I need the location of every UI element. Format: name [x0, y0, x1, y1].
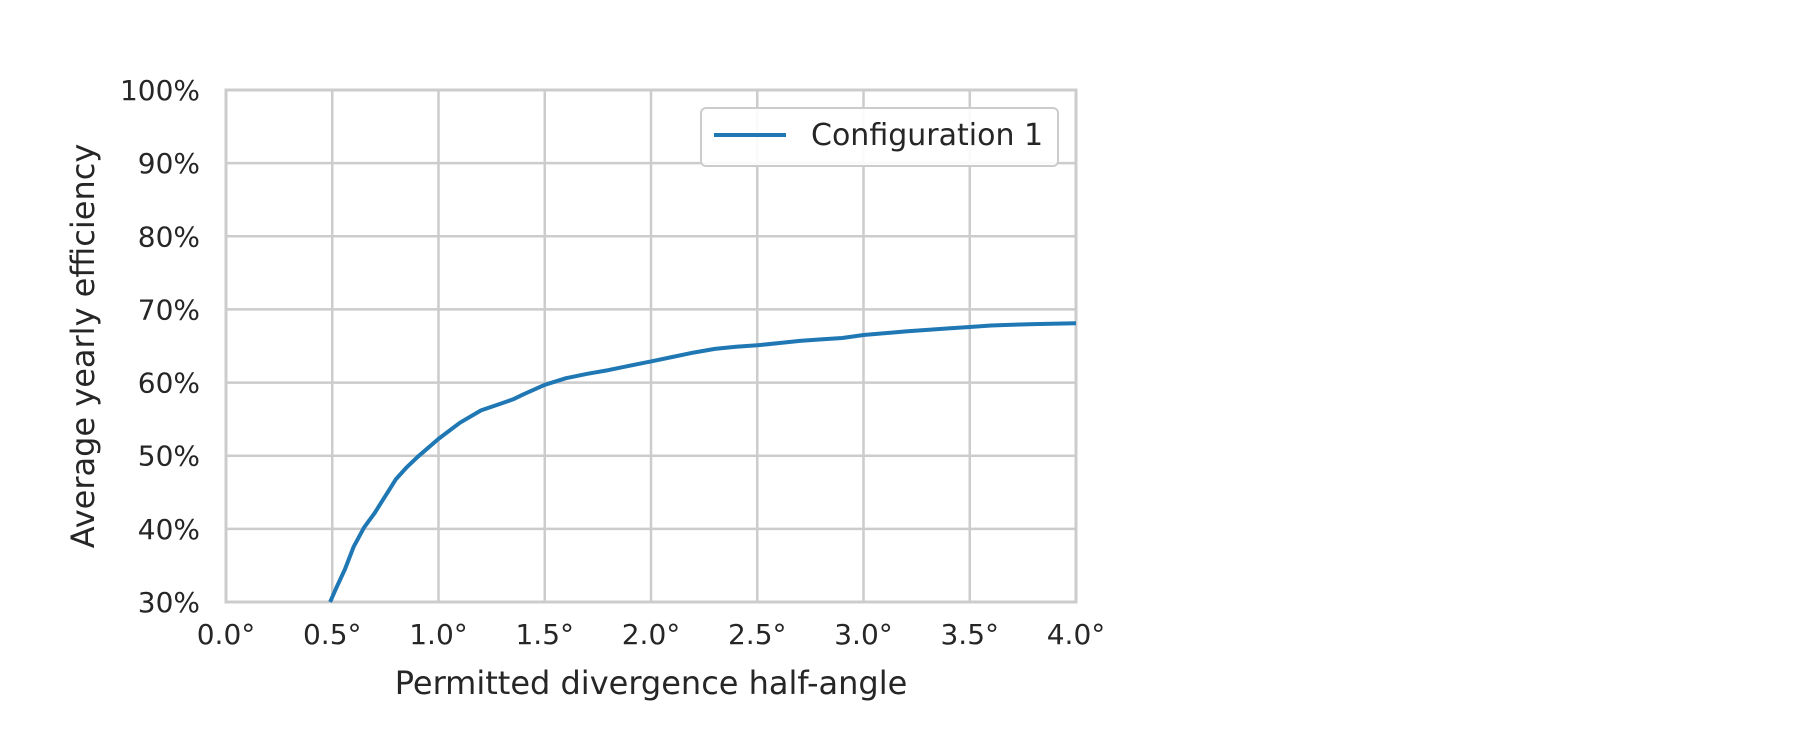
y-tick-labels: 30% 40% 50% 60% 70% 80% 90% 100%	[120, 74, 200, 619]
x-tick-label-8: 4.0°	[1047, 618, 1106, 651]
y-tick-label-7: 100%	[120, 74, 200, 107]
x-tick-label-1: 0.5°	[303, 618, 362, 651]
x-tick-label-7: 3.5°	[940, 618, 999, 651]
plot-frame	[224, 88, 1078, 604]
x-tick-label-3: 1.5°	[515, 618, 574, 651]
x-tick-label-2: 1.0°	[409, 618, 468, 651]
x-axis-label: Permitted divergence half-angle	[395, 664, 908, 702]
y-tick-label-6: 90%	[138, 147, 200, 180]
x-tick-labels: 0.0° 0.5° 1.0° 1.5° 2.0° 2.5° 3.0° 3.5° 4.0°	[197, 618, 1106, 651]
x-tick-label-4: 2.0°	[622, 618, 681, 651]
y-axis-label: Average yearly efficiency	[64, 144, 102, 549]
x-tick-label-5: 2.5°	[728, 618, 787, 651]
y-tick-label-2: 50%	[138, 440, 200, 473]
y-tick-label-0: 30%	[138, 586, 200, 619]
y-tick-label-5: 80%	[138, 220, 200, 253]
legend-label-configuration-1: Configuration 1	[811, 118, 1043, 153]
x-tick-label-0: 0.0°	[197, 618, 256, 651]
series-line-0	[328, 321, 1077, 603]
legend: Configuration 1	[700, 107, 1059, 167]
y-tick-label-4: 70%	[138, 293, 200, 326]
y-tick-label-3: 60%	[138, 367, 200, 400]
legend-box	[700, 107, 1059, 167]
x-tick-label-6: 3.0°	[834, 618, 893, 651]
y-tick-label-1: 40%	[138, 513, 200, 546]
series-layer	[328, 321, 1077, 603]
